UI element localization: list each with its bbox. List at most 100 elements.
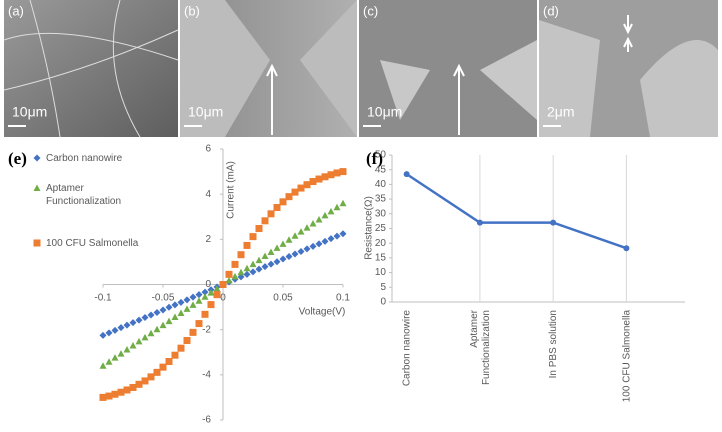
- marker: [141, 377, 149, 385]
- marker: [333, 203, 341, 211]
- marker: [141, 313, 149, 321]
- marker: [111, 326, 119, 334]
- marker: [117, 350, 125, 357]
- marker: [129, 319, 137, 327]
- marker: [291, 188, 299, 196]
- marker: [309, 242, 317, 250]
- marker: [123, 386, 131, 394]
- marker: [195, 297, 203, 304]
- x-tick-label: 0.05: [273, 293, 293, 304]
- marker: [273, 203, 281, 211]
- marker: [117, 388, 125, 396]
- marker: [105, 358, 113, 365]
- y-tick-label: -4: [202, 369, 211, 380]
- marker: [171, 313, 179, 321]
- x-axis-label: Voltage(V): [299, 307, 346, 318]
- marker: [231, 272, 239, 280]
- marker: [327, 171, 335, 179]
- marker: [267, 210, 275, 218]
- marker: [267, 260, 275, 268]
- marker: [189, 293, 197, 301]
- y-tick-label: 6: [205, 144, 211, 155]
- marker: [249, 268, 257, 276]
- arrow: [266, 63, 278, 135]
- y-tick-label: -2: [202, 324, 211, 335]
- y-tick-label: 30: [375, 208, 387, 219]
- marker: [279, 198, 287, 206]
- marker: [99, 393, 107, 401]
- marker: [201, 310, 209, 318]
- marker: [249, 233, 257, 241]
- panel-label: (c): [363, 3, 378, 18]
- marker: [105, 392, 113, 400]
- scale-label: 2μm: [547, 104, 575, 120]
- arrow: [623, 15, 633, 52]
- marker: [189, 328, 197, 336]
- marker: [183, 305, 191, 312]
- marker: [243, 270, 251, 278]
- electrode: [539, 20, 718, 137]
- y-tick-label: 50: [375, 150, 387, 161]
- marker: [165, 317, 173, 325]
- marker: [207, 301, 215, 309]
- marker: [147, 311, 155, 319]
- electrode: [180, 0, 357, 137]
- legend-marker: [33, 184, 41, 191]
- marker: [231, 260, 239, 268]
- marker: [129, 383, 137, 391]
- y-tick-label: 4: [205, 189, 211, 200]
- marker: [285, 252, 293, 260]
- scale-label: 10μm: [188, 104, 223, 120]
- marker: [255, 224, 263, 232]
- y-tick-label: 20: [375, 238, 387, 249]
- marker: [339, 230, 347, 238]
- marker: [261, 252, 269, 260]
- marker: [297, 228, 305, 235]
- marker: [249, 260, 257, 268]
- panel-label: (b): [184, 3, 200, 18]
- y-tick-label: -6: [202, 415, 211, 426]
- legend-marker: [33, 239, 41, 247]
- marker: [225, 276, 233, 284]
- scale-label: 10μm: [367, 104, 402, 120]
- marker: [279, 240, 287, 247]
- marker: [135, 316, 143, 324]
- arrow: [453, 63, 465, 135]
- y-tick-label: 0: [380, 297, 386, 308]
- marker: [315, 240, 323, 248]
- x-tick-label: Carbon nanowire: [401, 310, 412, 387]
- marker: [321, 211, 329, 219]
- marker: [339, 168, 347, 176]
- marker: [123, 346, 131, 353]
- marker: [237, 268, 245, 276]
- marker: [117, 324, 125, 332]
- marker: [153, 368, 161, 376]
- y-tick-label: 2: [205, 234, 211, 245]
- marker: [189, 301, 197, 308]
- sem-images: [3, 0, 718, 138]
- marker: [225, 270, 233, 278]
- nanowire-texture: [3, 0, 179, 138]
- x-tick-label: -0.05: [152, 293, 175, 304]
- marker: [333, 232, 341, 240]
- marker: [243, 241, 251, 249]
- marker: [213, 291, 221, 299]
- marker: [147, 373, 155, 381]
- electrode: [380, 40, 537, 120]
- marker: [321, 173, 329, 181]
- marker: [255, 265, 263, 273]
- marker: [177, 309, 185, 316]
- marker: [159, 306, 167, 314]
- legend-label: Aptamer Functionalization: [46, 183, 121, 207]
- y-axis-label: Resistance(Ω): [364, 196, 375, 260]
- marker: [291, 250, 299, 258]
- y-tick-label: 0: [205, 279, 211, 290]
- marker: [273, 258, 281, 266]
- x-tick-label: 0: [220, 293, 226, 304]
- marker: [147, 329, 155, 337]
- data-point: [550, 219, 557, 226]
- marker: [135, 380, 143, 388]
- data-point: [403, 171, 410, 178]
- marker: [261, 217, 269, 225]
- marker: [177, 344, 185, 352]
